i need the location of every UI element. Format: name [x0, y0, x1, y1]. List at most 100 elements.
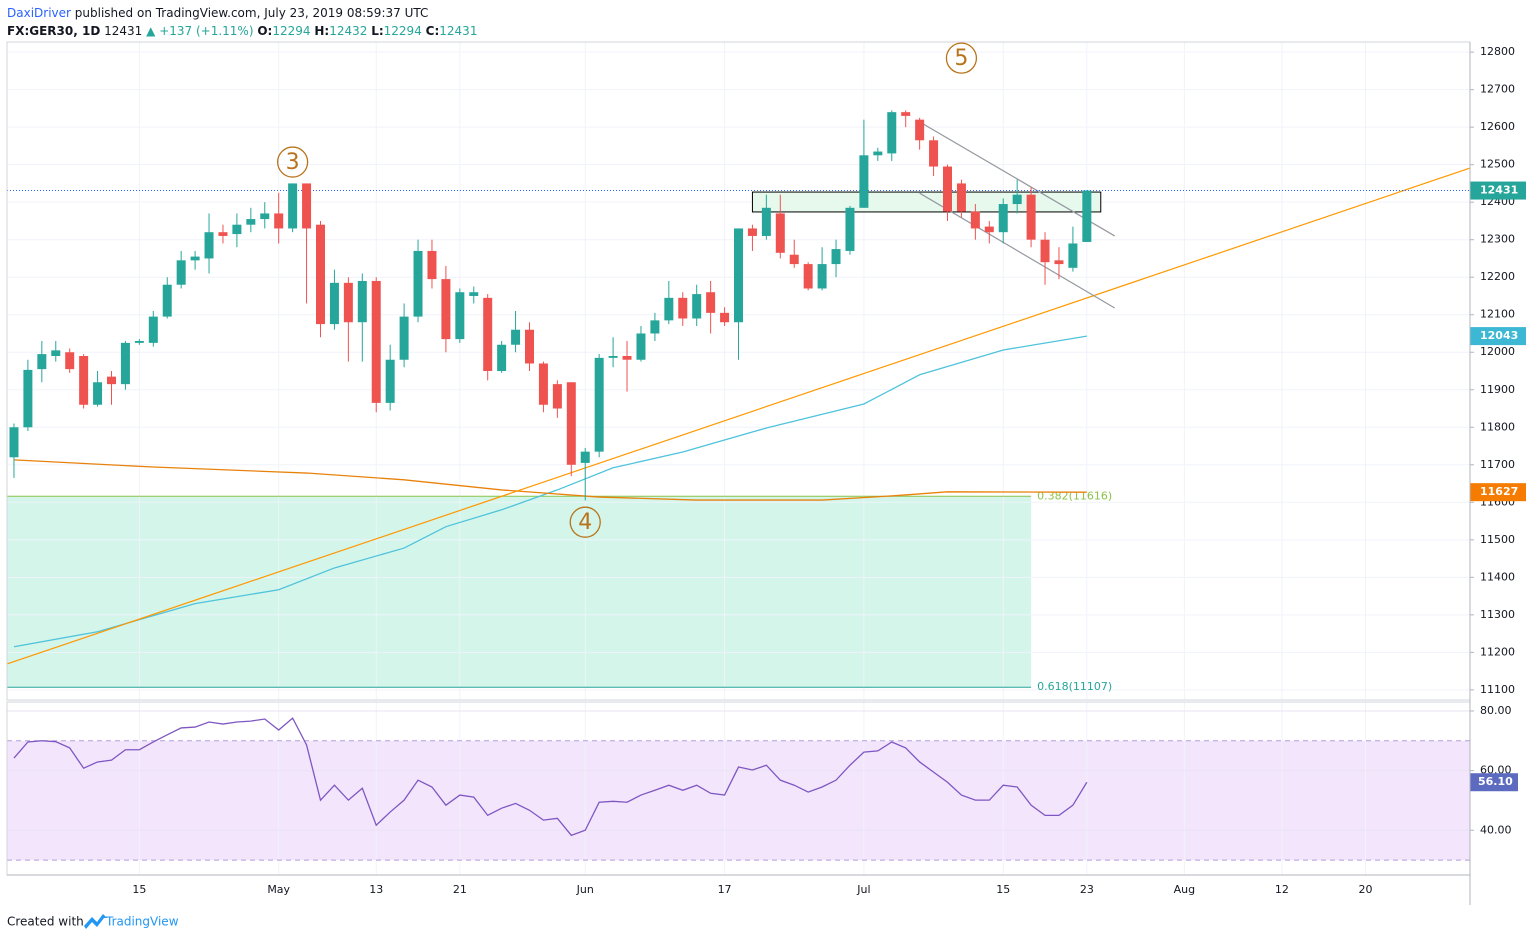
x-tick-label: 21	[453, 883, 467, 896]
y-tick-label: 11400	[1480, 570, 1515, 583]
candle-body	[329, 282, 339, 325]
candle-body	[218, 232, 228, 236]
footer-text: Created with	[7, 915, 84, 929]
candle-body	[107, 376, 116, 385]
candle-body	[246, 219, 256, 225]
y-tick-label: 12800	[1480, 45, 1515, 58]
candle-body	[956, 183, 966, 212]
candle-body	[65, 352, 75, 370]
candle-body	[747, 228, 757, 236]
x-tick-label: 17	[718, 883, 732, 896]
price-marker	[1470, 181, 1526, 200]
candle-body	[302, 183, 312, 229]
y-tick-label: 11700	[1480, 458, 1515, 471]
price-marker	[1470, 327, 1526, 346]
wave-label: 5	[954, 46, 968, 71]
candle-body	[845, 207, 855, 251]
candle-body	[371, 280, 381, 403]
l-value: 12294	[384, 24, 422, 38]
wave-circle	[945, 42, 978, 74]
x-tick-label: Jul	[856, 883, 870, 896]
price-marker-label: 11627	[1480, 485, 1518, 498]
candle-body	[1040, 239, 1050, 263]
price-marker	[1470, 483, 1526, 502]
candle-body	[552, 384, 562, 409]
candle-body	[998, 204, 1008, 233]
fib-zone	[7, 496, 1032, 688]
h-value: 12432	[329, 24, 367, 38]
candle-body	[357, 280, 367, 323]
candle-body	[984, 226, 994, 233]
candle-body	[441, 279, 451, 340]
fib-label: 0.618(11107)	[1037, 680, 1112, 693]
fib-label: 0.382(11616)	[1037, 489, 1112, 502]
candle-body	[817, 264, 827, 289]
c-value: 12431	[439, 24, 477, 38]
candle-body	[148, 316, 158, 343]
zone-box	[751, 191, 1102, 213]
y-tick-label: 11300	[1480, 608, 1515, 621]
y-tick-label: 40.00	[1480, 823, 1512, 836]
y-tick-label: 12200	[1480, 270, 1515, 283]
x-tick-label: 23	[1080, 883, 1094, 896]
wave-label: 4	[578, 510, 592, 535]
candle-body	[1068, 243, 1078, 268]
y-tick-label: 11200	[1480, 645, 1515, 658]
logo	[84, 914, 107, 929]
candle-body	[79, 355, 89, 405]
candle-body	[594, 357, 604, 452]
candle-body	[901, 112, 911, 116]
candle-body	[190, 256, 200, 261]
candle-body	[497, 344, 507, 371]
x-tick-label: Jun	[576, 883, 594, 896]
trend-line	[6, 167, 1471, 665]
y-tick-label: 80.00	[1480, 704, 1512, 717]
x-tick-label: 12	[1275, 883, 1289, 896]
y-tick-label: 11500	[1480, 533, 1515, 546]
candle-body	[775, 213, 785, 253]
x-tick-label: May	[267, 883, 290, 896]
candle-body	[176, 260, 186, 285]
candle-body	[678, 297, 688, 319]
moving-average	[13, 459, 1087, 501]
rsi-marker	[1470, 773, 1518, 792]
candle-body	[385, 359, 395, 403]
candle-body	[274, 213, 284, 229]
y-tick-label: 12300	[1480, 233, 1515, 246]
y-tick-label: 12000	[1480, 345, 1515, 358]
wave-circle	[569, 506, 601, 538]
l-label: L:	[371, 24, 383, 38]
rsi-line	[13, 717, 1088, 837]
author[interactable]: DaxiDriver	[7, 6, 71, 20]
candle-body	[120, 342, 130, 385]
candle-body	[943, 166, 952, 212]
price-marker-label: 12431	[1480, 184, 1518, 197]
o-label: O:	[257, 24, 272, 38]
rsi-marker-label: 56.10	[1478, 775, 1513, 788]
arrow: ▲	[146, 24, 156, 38]
published: published on TradingView.com, July 23, 2…	[75, 6, 429, 20]
candle-body	[692, 294, 702, 319]
candle-body	[915, 119, 925, 141]
y-tick-label: 11800	[1480, 420, 1515, 433]
price-marker-label: 12043	[1480, 329, 1518, 342]
candle-body	[887, 112, 897, 154]
candle-body	[1026, 194, 1036, 240]
x-tick-label: 15	[132, 883, 146, 896]
moving-average	[13, 335, 1087, 648]
y-tick-label: 12600	[1480, 120, 1515, 133]
candle-body	[511, 329, 521, 345]
candle-body	[1082, 190, 1092, 242]
candle-body	[1054, 260, 1064, 265]
y-tick-label: 12500	[1480, 158, 1515, 171]
o-value: 12294	[272, 24, 310, 38]
y-tick-label: 12100	[1480, 308, 1515, 321]
candle-body	[204, 232, 214, 259]
brand[interactable]: TradingView	[105, 915, 179, 929]
candle-body	[37, 354, 47, 370]
candle-body	[413, 250, 423, 317]
candle-body	[427, 250, 437, 280]
y-tick-label: 11100	[1480, 683, 1515, 696]
candle-body	[720, 312, 730, 323]
candle-body	[483, 297, 493, 371]
